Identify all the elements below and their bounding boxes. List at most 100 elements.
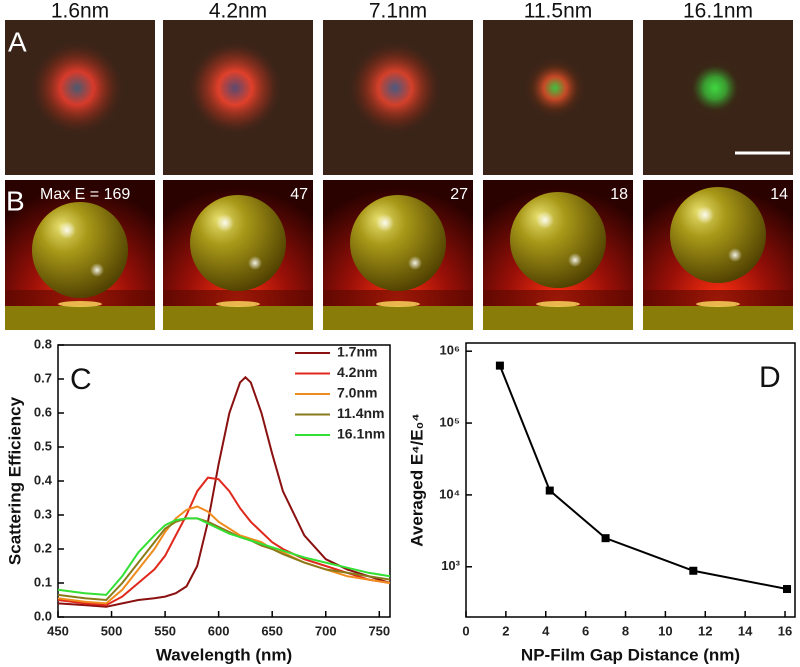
x-tick-label: 8 xyxy=(622,623,629,638)
legend-label: 1.7nm xyxy=(337,344,377,360)
y-tick-label: 0.6 xyxy=(34,404,52,419)
gap-band xyxy=(483,290,633,306)
gap-band xyxy=(163,290,313,306)
highlight xyxy=(408,256,422,270)
x-tick-label: 16 xyxy=(778,623,792,638)
x-tick-label: 2 xyxy=(502,623,509,638)
highlight xyxy=(568,253,582,267)
column-label: 11.5nm xyxy=(524,0,593,23)
x-tick-label: 10 xyxy=(658,623,672,638)
scattering-spot xyxy=(683,56,747,120)
x-tick-label: 14 xyxy=(738,623,753,638)
series-line xyxy=(57,505,391,605)
column-label: 1.6nm xyxy=(51,0,109,23)
gap-hotspot xyxy=(376,301,420,307)
y-tick-label: 10⁴ xyxy=(439,486,460,501)
scattering-spot xyxy=(29,40,125,136)
gold-film xyxy=(643,306,793,330)
legend-label: 16.1nm xyxy=(337,426,385,442)
max-e-label: 27 xyxy=(450,186,468,203)
data-point xyxy=(545,486,554,495)
scattering-spot xyxy=(347,40,443,136)
max-e-label: 18 xyxy=(610,186,628,203)
gold-film xyxy=(163,306,313,330)
max-e-label: 14 xyxy=(770,186,788,203)
x-tick-label: 450 xyxy=(47,623,69,638)
y-tick-label: 0.4 xyxy=(34,472,53,487)
series-line xyxy=(57,375,391,608)
x-tick-label: 550 xyxy=(154,623,176,638)
series-line xyxy=(498,365,788,591)
data-point xyxy=(689,566,698,575)
x-tick-label: 0 xyxy=(462,623,469,638)
highlight xyxy=(728,248,742,262)
y-tick-label: 10³ xyxy=(441,558,460,573)
y-tick-label: 0.3 xyxy=(34,506,52,521)
x-tick-label: 650 xyxy=(261,623,283,638)
highlight xyxy=(90,263,104,277)
y-axis-label: Averaged E⁴/E₀⁴ xyxy=(407,413,426,546)
plot-frame xyxy=(465,342,796,618)
panel-label: D xyxy=(759,361,781,394)
y-tick-label: 10⁵ xyxy=(439,414,460,429)
highlight xyxy=(58,221,76,239)
gap-band xyxy=(323,290,473,306)
x-tick-label: 600 xyxy=(208,623,230,638)
y-tick-label: 0.0 xyxy=(34,608,52,623)
y-axis-label: Scattering Efficiency xyxy=(5,396,24,565)
gold-film xyxy=(5,306,155,330)
data-point xyxy=(601,534,610,543)
gap-band xyxy=(643,290,793,306)
data-point xyxy=(783,585,792,594)
x-tick-label: 500 xyxy=(101,623,123,638)
scattering-spot xyxy=(523,56,587,120)
max-e-label: Max E = 169 xyxy=(40,186,130,203)
gold-film xyxy=(323,306,473,330)
column-label: 7.1nm xyxy=(369,0,427,23)
x-axis-label: NP-Film Gap Distance (nm) xyxy=(521,645,740,664)
series-line xyxy=(57,517,391,596)
x-tick-label: 4 xyxy=(542,623,550,638)
gold-sphere xyxy=(32,202,128,298)
row-label: A xyxy=(8,26,27,57)
gap-hotspot xyxy=(58,301,102,307)
y-tick-label: 0.7 xyxy=(34,370,52,385)
series-line xyxy=(57,476,391,607)
highlight xyxy=(248,256,262,270)
highlight xyxy=(216,214,234,232)
gap-hotspot xyxy=(536,301,580,307)
x-tick-label: 6 xyxy=(582,623,589,638)
x-tick-label: 12 xyxy=(698,623,712,638)
panel-label: C xyxy=(70,363,92,396)
x-tick-label: 750 xyxy=(368,623,390,638)
y-tick-label: 0.5 xyxy=(34,438,52,453)
y-tick-label: 0.1 xyxy=(34,574,52,589)
y-tick-label: 10⁶ xyxy=(440,343,460,358)
column-label: 4.2nm xyxy=(209,0,267,23)
gold-sphere xyxy=(350,195,446,291)
legend-label: 4.2nm xyxy=(337,364,377,380)
gold-film xyxy=(483,306,633,330)
data-point xyxy=(495,361,504,370)
y-tick-label: 0.8 xyxy=(34,336,52,351)
legend-label: 11.4nm xyxy=(337,405,384,421)
legend-label: 7.0nm xyxy=(337,385,377,401)
max-e-label: 47 xyxy=(290,186,308,203)
row-label: B xyxy=(6,185,25,216)
highlight xyxy=(376,214,394,232)
x-axis-label: Wavelength (nm) xyxy=(156,645,292,664)
gap-hotspot xyxy=(696,301,740,307)
scattering-spot xyxy=(187,40,283,136)
highlight xyxy=(536,211,554,229)
x-tick-label: 700 xyxy=(315,623,337,638)
y-tick-label: 0.2 xyxy=(34,540,52,555)
gold-sphere xyxy=(670,187,766,283)
series-line xyxy=(57,517,391,602)
gold-sphere xyxy=(510,192,606,288)
gold-sphere xyxy=(190,195,286,291)
gap-hotspot xyxy=(216,301,260,307)
highlight xyxy=(696,206,714,224)
